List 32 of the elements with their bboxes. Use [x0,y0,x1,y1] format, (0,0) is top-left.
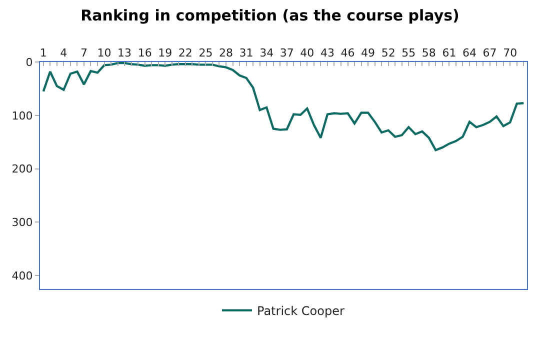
line-series [42,62,525,152]
x-tick-label: 1 [40,46,47,60]
x-tick-label: 37 [280,46,294,60]
x-tick-label: 58 [422,46,436,60]
y-tick-label: 400 [12,270,33,282]
x-tick-label: 34 [260,46,274,60]
x-tick-label: 49 [361,46,376,60]
x-tick-label: 16 [138,46,152,60]
x-tick-label: 55 [402,46,416,60]
x-tick-label: 31 [239,46,254,60]
x-tick-label: 52 [381,46,396,60]
y-tick-label: 300 [12,216,33,230]
x-tick-label: 64 [462,46,477,60]
x-tick-label: 25 [198,46,213,60]
x-tick-label: 28 [219,46,234,60]
x-tick-label: 67 [482,46,497,60]
chart-title: Ranking in competition (as the course plays) [80,6,460,25]
x-tick-label: 61 [442,46,456,60]
x-tick-label: 70 [503,46,518,60]
x-tick-label: 40 [300,46,314,60]
x-tick-label: 13 [118,46,132,60]
x-tick-label: 7 [80,46,88,60]
y-tick-label: 0 [26,56,33,69]
x-tick-label: 19 [158,46,172,60]
legend-label: Patrick Cooper [257,304,344,318]
x-tick-label: 43 [320,46,334,60]
y-tick-label: 200 [12,162,33,176]
x-tick-label: 10 [97,46,112,60]
x-tick-label: 46 [340,46,355,60]
x-tick-label: 4 [60,46,68,60]
y-tick-label: 100 [12,109,33,122]
x-tick-label: 22 [178,46,192,60]
